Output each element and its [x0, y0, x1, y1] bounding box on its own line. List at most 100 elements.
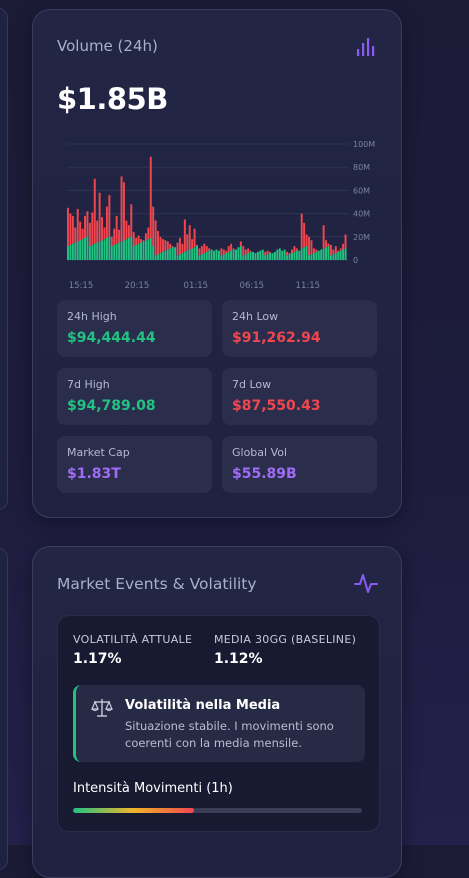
baseline-volatility-label: MEDIA 30GG (BASELINE): [214, 633, 357, 646]
volume-bar-up: [208, 250, 211, 260]
volume-bar-up: [108, 236, 111, 260]
volume-bar-down: [315, 249, 318, 252]
volume-bar-up: [329, 255, 332, 260]
volume-bar-down: [120, 176, 123, 242]
volume-bar-up: [273, 251, 276, 260]
stat-label: 24h Low: [232, 310, 279, 323]
volume-bar-down: [84, 215, 86, 238]
volume-bar-up: [300, 248, 303, 260]
volume-bar-up: [252, 251, 254, 260]
volume-bar-up: [254, 253, 257, 260]
volume-bar-down: [79, 221, 82, 241]
y-tick-label: 80M: [353, 163, 370, 172]
y-tick-label: 0: [353, 256, 358, 265]
volume-bar-up: [308, 255, 310, 260]
volume-bar-down: [305, 234, 308, 247]
volume-bar-up: [298, 250, 301, 260]
volume-bar-up: [200, 254, 203, 260]
volume-bar-down: [93, 178, 96, 244]
volume-bar-up: [237, 247, 240, 260]
volume-bar-down: [300, 213, 303, 249]
volatility-panel: VOLATILITÀ ATTUALE 1.17% MEDIA 30GG (BAS…: [57, 615, 380, 832]
volume-bar-down: [159, 236, 162, 254]
volume-bar-up: [239, 246, 242, 260]
stat-24h-high: 24h High $94,444.44: [57, 300, 212, 357]
volume-bar-up: [327, 246, 330, 260]
volume-bar-down: [227, 246, 230, 252]
volume-bar-up: [110, 246, 113, 260]
volume-bar-up: [171, 247, 174, 260]
volume-bar-up: [261, 249, 264, 260]
volume-bar-up: [203, 253, 206, 260]
volume-bar-down: [105, 206, 108, 238]
volume-bar-down: [110, 236, 113, 247]
volume-bar-up: [281, 250, 284, 260]
volume-bar-down: [222, 249, 225, 255]
volume-bar-up: [339, 250, 342, 260]
volume-bar-up: [286, 255, 289, 260]
volume-bar-down: [76, 208, 79, 242]
volume-bar-down: [239, 241, 242, 247]
volume-bar-up: [259, 250, 262, 260]
volume-bar-down: [118, 229, 121, 243]
volume-bar-down: [127, 225, 130, 238]
volume-bar-up: [196, 246, 198, 260]
volume-bar-up: [135, 244, 138, 260]
volume-bar-down: [144, 233, 147, 241]
volume-bar-down: [135, 237, 138, 245]
volume-bar-up: [169, 248, 172, 260]
volume-bar-up: [174, 247, 177, 260]
y-tick-label: 60M: [353, 186, 370, 195]
volume-bar-down: [149, 156, 152, 238]
stat-value: $94,444.44: [67, 330, 156, 346]
volume-bar-up: [193, 247, 196, 260]
x-tick-label: 01:15: [184, 281, 209, 291]
volume-bar-down: [247, 248, 250, 254]
volume-bar-up: [137, 243, 140, 260]
volume-bar-down: [264, 251, 267, 256]
volume-bar-up: [123, 240, 125, 260]
volume-bar-down: [71, 215, 74, 244]
volume-bar-down: [176, 242, 179, 256]
volume-bar-up: [337, 251, 340, 260]
volume-bar-up: [276, 249, 279, 260]
stat-label: Global Vol: [232, 446, 288, 459]
volume-bar-down: [208, 248, 211, 251]
volume-bar-up: [120, 241, 123, 260]
volume-bar-down: [334, 246, 337, 254]
volume-bar-up: [242, 255, 245, 260]
volume-bar-down: [303, 222, 306, 248]
volume-bar-down: [164, 240, 167, 251]
volume-bar-down: [220, 248, 223, 256]
volume-bar-up: [325, 247, 328, 260]
volume-bar-up: [227, 251, 230, 260]
volume-bar-down: [115, 215, 118, 244]
intensity-bar: [73, 808, 362, 813]
bar-chart-icon: [357, 38, 375, 56]
volume-bar-up: [71, 243, 74, 260]
volume-bar-down: [132, 232, 135, 247]
volume-bar-down: [310, 240, 313, 255]
volume-bar-down: [69, 213, 72, 245]
volume-bar-down: [186, 234, 189, 251]
volume-bar-up: [125, 239, 128, 260]
volume-bar-down: [181, 243, 184, 254]
volume-bar-up: [91, 244, 94, 260]
volume-bar-up: [256, 251, 259, 260]
volume-bar-down: [322, 225, 325, 249]
intensity-label: Intensità Movimenti (1h): [73, 781, 233, 796]
volume-bar-down: [205, 246, 208, 252]
volume-bar-down: [137, 235, 140, 244]
current-volatility-label: VOLATILITÀ ATTUALE: [73, 633, 193, 646]
volume-bar-down: [147, 227, 150, 240]
volume-bar-down: [230, 243, 233, 251]
volume-bar-down: [103, 227, 106, 240]
volume-bar-up: [264, 255, 267, 260]
market-events-card: Market Events & Volatility VOLATILITÀ AT…: [32, 546, 402, 878]
volume-bar-up: [176, 255, 179, 260]
stat-24h-low: 24h Low $91,262.94: [222, 300, 377, 357]
volume-bar-up: [291, 253, 293, 260]
activity-pulse-icon: [354, 574, 378, 593]
volume-bar-up: [183, 251, 186, 260]
volume-bar-down: [342, 243, 345, 250]
